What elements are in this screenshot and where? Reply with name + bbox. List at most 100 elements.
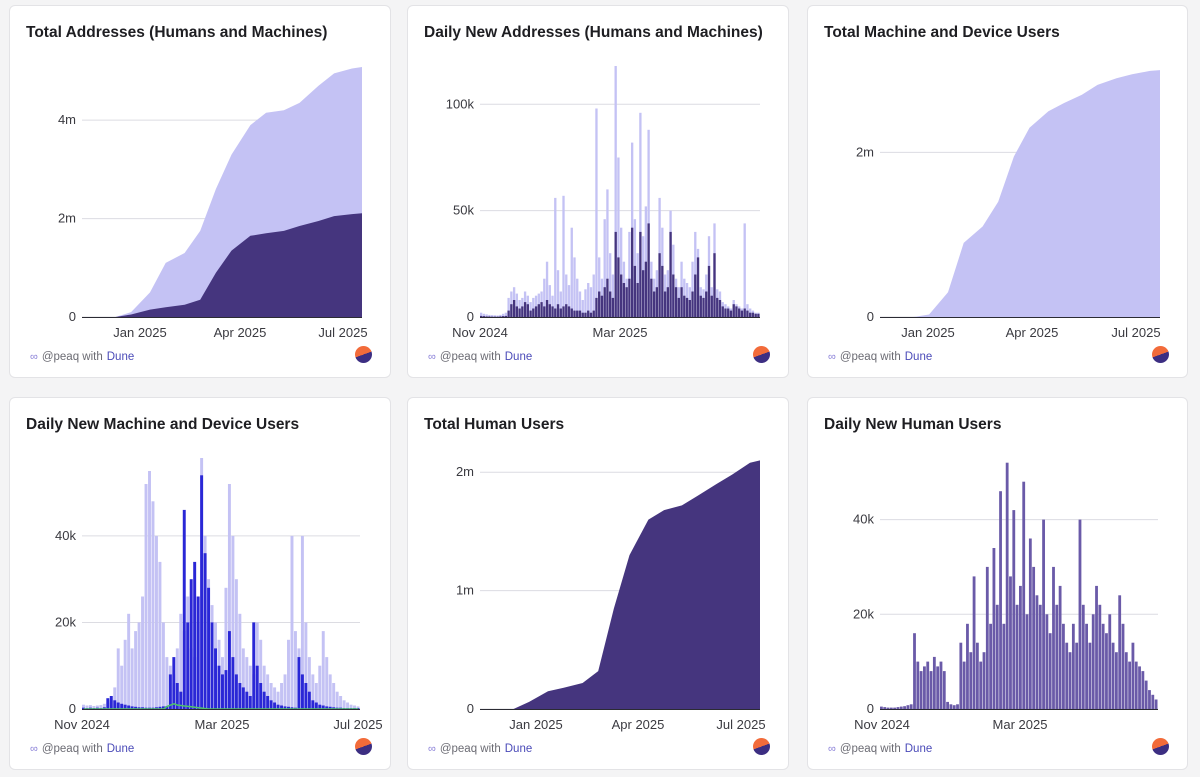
bar[interactable]: [663, 291, 667, 318]
bar[interactable]: [109, 696, 113, 709]
bar[interactable]: [705, 291, 708, 318]
bar[interactable]: [134, 631, 138, 709]
bar[interactable]: [578, 310, 582, 317]
bar[interactable]: [1058, 585, 1062, 709]
bar[interactable]: [82, 707, 85, 709]
area-series-humans[interactable]: [480, 460, 760, 709]
bar[interactable]: [318, 704, 322, 709]
bar[interactable]: [158, 706, 162, 709]
bar[interactable]: [245, 657, 249, 709]
bar[interactable]: [628, 231, 631, 317]
bar[interactable]: [1022, 481, 1026, 709]
bar[interactable]: [592, 310, 595, 317]
bar[interactable]: [123, 704, 127, 709]
bar[interactable]: [214, 648, 217, 709]
bar[interactable]: [154, 707, 158, 709]
bar[interactable]: [82, 704, 85, 709]
bar[interactable]: [134, 706, 138, 709]
bar[interactable]: [273, 687, 277, 709]
bar[interactable]: [332, 707, 336, 709]
bar[interactable]: [1131, 642, 1135, 709]
bar[interactable]: [168, 674, 172, 709]
bar[interactable]: [280, 705, 284, 710]
bar[interactable]: [661, 265, 664, 317]
bar[interactable]: [515, 293, 519, 317]
bar[interactable]: [545, 261, 549, 317]
bar[interactable]: [992, 548, 996, 709]
bar[interactable]: [1038, 604, 1042, 709]
bar[interactable]: [611, 274, 615, 318]
bar[interactable]: [923, 666, 926, 709]
bar[interactable]: [252, 622, 256, 709]
bar[interactable]: [652, 291, 656, 318]
bar[interactable]: [234, 579, 238, 709]
bar[interactable]: [504, 312, 508, 317]
bar[interactable]: [565, 304, 568, 317]
bar[interactable]: [1118, 595, 1122, 709]
bar[interactable]: [485, 314, 488, 317]
bar[interactable]: [88, 705, 92, 709]
bar[interactable]: [600, 295, 604, 317]
bar[interactable]: [959, 642, 963, 709]
bar[interactable]: [332, 683, 336, 709]
bar[interactable]: [255, 665, 259, 709]
bar[interactable]: [617, 257, 620, 317]
bar[interactable]: [504, 315, 508, 317]
bar[interactable]: [620, 227, 623, 317]
bar[interactable]: [217, 665, 221, 709]
dune-logo-icon[interactable]: [753, 346, 770, 363]
bar[interactable]: [975, 642, 979, 709]
bar[interactable]: [603, 219, 606, 317]
footer-credit[interactable]: ∞ @peaq with Dune: [30, 743, 134, 755]
footer-credit[interactable]: ∞ @peaq with Dune: [828, 743, 932, 755]
bar[interactable]: [896, 707, 900, 709]
bar[interactable]: [175, 683, 179, 709]
bar[interactable]: [573, 310, 576, 317]
bar[interactable]: [311, 700, 315, 709]
bar[interactable]: [161, 706, 165, 709]
bar[interactable]: [120, 665, 124, 709]
bar[interactable]: [318, 665, 322, 709]
bar[interactable]: [587, 283, 590, 317]
bar[interactable]: [556, 270, 560, 317]
bar[interactable]: [592, 274, 595, 318]
bar[interactable]: [880, 706, 883, 709]
bar[interactable]: [1035, 595, 1039, 709]
bar[interactable]: [606, 189, 609, 317]
bar[interactable]: [606, 278, 609, 317]
bar[interactable]: [325, 706, 329, 709]
bar[interactable]: [113, 687, 117, 709]
bar[interactable]: [578, 291, 582, 318]
bar[interactable]: [718, 300, 722, 317]
bar[interactable]: [207, 587, 211, 709]
bar[interactable]: [565, 274, 568, 318]
bar[interactable]: [304, 683, 308, 709]
bar[interactable]: [685, 297, 689, 317]
bar[interactable]: [1015, 604, 1019, 709]
bar[interactable]: [979, 661, 983, 709]
bar[interactable]: [1114, 652, 1118, 709]
bar[interactable]: [238, 683, 242, 709]
bar[interactable]: [936, 666, 940, 709]
bar[interactable]: [1108, 614, 1112, 709]
bar[interactable]: [559, 308, 562, 318]
bar[interactable]: [999, 491, 1002, 709]
bar[interactable]: [106, 698, 110, 709]
bar[interactable]: [515, 306, 519, 317]
bar[interactable]: [969, 652, 973, 709]
bar[interactable]: [614, 66, 617, 317]
bar[interactable]: [328, 674, 332, 709]
bar[interactable]: [1081, 604, 1085, 709]
bar[interactable]: [1098, 604, 1102, 709]
bar[interactable]: [1032, 566, 1036, 709]
bar[interactable]: [259, 683, 263, 709]
bar[interactable]: [633, 265, 637, 317]
bar[interactable]: [196, 596, 200, 710]
bar[interactable]: [680, 287, 683, 317]
bar[interactable]: [283, 706, 287, 709]
bar[interactable]: [1052, 566, 1055, 709]
bar[interactable]: [154, 535, 158, 709]
bar[interactable]: [595, 297, 598, 317]
bar[interactable]: [650, 278, 653, 317]
bar[interactable]: [609, 253, 612, 317]
